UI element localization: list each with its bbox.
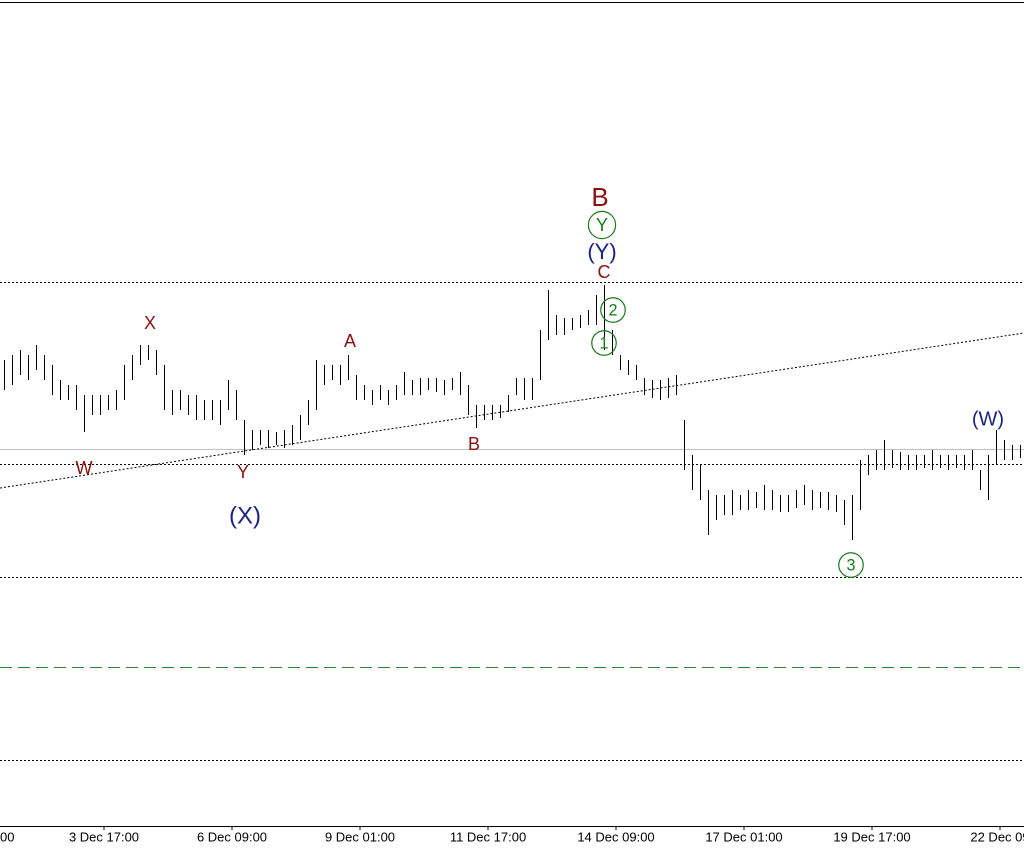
x-tick-label: 3 Dec 17:00 — [69, 829, 139, 844]
x-tick-label: 11 Dec 17:00 — [450, 829, 526, 844]
wave-label: (Y) — [587, 239, 616, 264]
wave-label: (X) — [229, 502, 261, 529]
x-tick-label: 19 Dec 17:00 — [833, 829, 910, 844]
annotation-circle — [600, 297, 626, 323]
wave-label: Y — [596, 215, 608, 235]
x-tick-label: 9 Dec 01:00 — [325, 829, 395, 844]
annotation-circle — [591, 330, 617, 356]
x-tick-label: 00 — [0, 829, 14, 844]
annotation-circle — [587, 210, 617, 240]
x-tick-label: 14 Dec 09:00 — [577, 829, 654, 844]
wave-label: C — [598, 262, 611, 282]
wave-label: W — [76, 458, 93, 478]
wave-label: B — [591, 182, 608, 212]
wave-label: Y — [237, 462, 249, 482]
x-tick-label: 17 Dec 01:00 — [705, 829, 782, 844]
wave-label: 3 — [846, 556, 855, 574]
wave-label: A — [344, 331, 356, 351]
wave-label: 1 — [599, 334, 608, 352]
wave-label: (W) — [972, 408, 1004, 430]
wave-label: B — [468, 434, 480, 454]
wave-label: X — [144, 313, 156, 333]
annotation-circle — [838, 552, 864, 578]
trend-line — [0, 332, 1024, 489]
wave-label: 2 — [608, 301, 617, 319]
x-tick-label: 6 Dec 09:00 — [197, 829, 267, 844]
x-tick-label: 22 Dec 09 — [970, 829, 1024, 844]
